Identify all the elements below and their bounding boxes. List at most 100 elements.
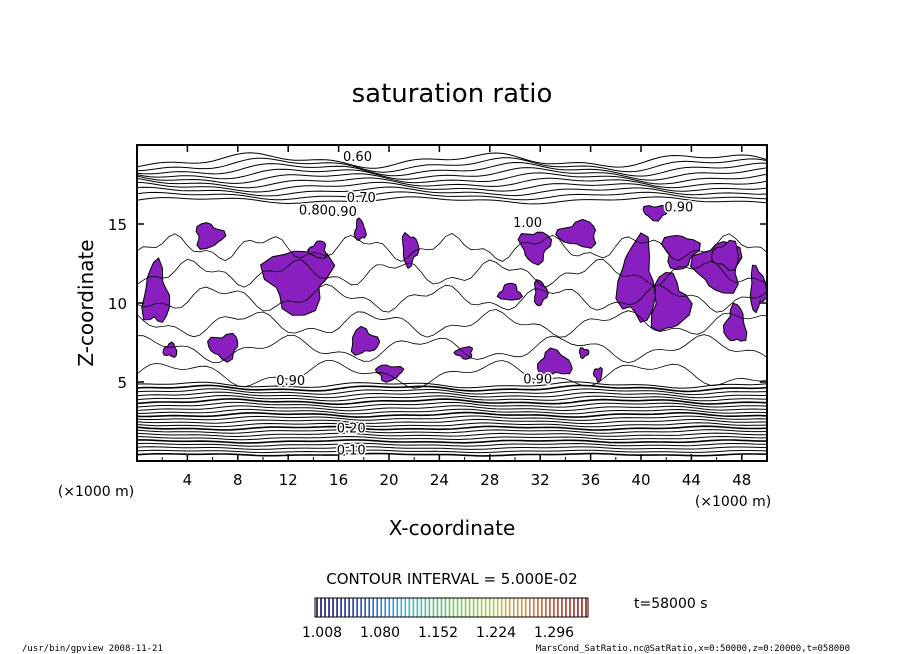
z-tick-label: 10 [108, 295, 127, 313]
footer-source: MarsCond_SatRatio.nc@SatRatio,x=0:50000,… [536, 644, 850, 654]
contour-line-lower [137, 442, 767, 447]
contour-label: 0.10 [337, 444, 366, 459]
supersaturated-region [353, 217, 367, 241]
contour-line-upper [137, 157, 767, 173]
colorbar: 1.008 1.080 1.152 1.224 1.296 [302, 597, 589, 641]
supersaturated-region [749, 264, 767, 314]
supersaturated-region [650, 271, 693, 332]
contour-line-lower [137, 411, 767, 418]
contour-interval-text: CONTOUR INTERVAL = 5.000E-02 [326, 570, 577, 588]
contour-label: 0.80 [299, 204, 328, 219]
contour-line-mid [137, 283, 767, 313]
colorbar-tick-label: 1.224 [476, 625, 516, 641]
contour-line-mid [137, 360, 767, 389]
x-tick-label: 24 [430, 471, 449, 489]
supersaturated-regions [141, 204, 767, 383]
contour-line-lower [137, 452, 767, 457]
x-tick-label: 12 [279, 471, 298, 489]
contour-line-lower [137, 415, 767, 421]
supersaturated-region [162, 341, 178, 358]
contour-label: 0.60 [343, 150, 372, 165]
supersaturated-region [401, 231, 420, 270]
contour-line-mid [137, 258, 767, 288]
contour-line-mid [137, 233, 767, 262]
contour-line-upper [137, 196, 767, 205]
contour-line-lower [137, 446, 767, 450]
chart-title: saturation ratio [352, 79, 553, 109]
contour-label: 0.90 [328, 205, 357, 220]
x-tick-label: 48 [732, 471, 751, 489]
contour-label: 0.90 [276, 374, 305, 389]
colorbar-tick-label: 1.152 [418, 625, 458, 641]
contour-line-lower [137, 425, 767, 431]
supersaturated-region [350, 325, 381, 356]
x-axis-label: X-coordinate [389, 516, 516, 540]
contour-label: 1.00 [513, 216, 542, 231]
contour-line-upper [137, 152, 767, 169]
contour-line-lower [137, 394, 767, 402]
x-tick-label: 36 [581, 471, 600, 489]
colorbar-stripes [315, 598, 588, 617]
contour-line-lower [137, 418, 767, 425]
x-tick-label: 44 [682, 471, 701, 489]
contour-line-upper [137, 172, 767, 185]
contour-line-lower [137, 405, 767, 412]
y-axis-label: Z-coordinate [74, 239, 98, 366]
plot-area: 0.600.700.80 0.901.000.900.90 0.900.200.10… [108, 144, 768, 489]
x-tick-label: 32 [531, 471, 550, 489]
z-tick-label: 15 [108, 216, 127, 234]
contour-line-lower [137, 439, 767, 444]
colorbar-frame [314, 597, 589, 618]
contour-line-lower [137, 384, 767, 393]
contour-line-lower [137, 408, 767, 415]
contour-line-lower [137, 388, 767, 396]
contour-line-upper [137, 186, 767, 197]
z-axis-ticks: 5 10 15 [108, 216, 767, 392]
x-tick-label: 16 [329, 471, 348, 489]
contour-line-lower [137, 435, 767, 441]
footer-program-date: /usr/bin/gpview 2008-11-21 [22, 644, 163, 654]
supersaturated-region [615, 232, 657, 323]
contour-line-lower [137, 398, 767, 406]
contour-line-lower [137, 449, 767, 454]
contour-label: 0.70 [347, 191, 376, 206]
supersaturated-region [642, 204, 669, 222]
x-tick-label: 4 [183, 471, 193, 489]
supersaturated-region [722, 302, 748, 342]
x-tick-label: 40 [631, 471, 650, 489]
x-tick-label: 8 [233, 471, 243, 489]
contour-label: 0.90 [664, 200, 693, 215]
contour-line-lower [137, 432, 767, 438]
contour-line-upper [137, 181, 767, 193]
z-unit-label: (×1000 m) [58, 484, 134, 500]
contour-labels: 0.600.700.80 0.901.000.900.90 0.900.200.10 [275, 148, 695, 460]
contour-line-lower [137, 422, 767, 428]
x-unit-label: (×1000 m) [695, 494, 771, 510]
contour-line-upper [137, 161, 767, 177]
supersaturated-region [307, 240, 328, 260]
contour-line-upper [137, 177, 767, 189]
z-tick-label: 5 [117, 374, 127, 392]
colorbar-tick-label: 1.296 [534, 625, 574, 641]
contour-label: 0.90 [523, 373, 552, 388]
contour-line-lower [137, 391, 767, 399]
supersaturated-region [579, 347, 590, 360]
colorbar-tick-label: 1.008 [302, 625, 342, 641]
supersaturated-region [555, 218, 597, 249]
colorbar-tick-labels: 1.008 1.080 1.152 1.224 1.296 [302, 625, 574, 641]
supersaturated-region [533, 279, 549, 307]
time-label: t=58000 s [634, 596, 708, 612]
supersaturated-region [537, 347, 573, 377]
colorbar-tick-label: 1.080 [360, 625, 400, 641]
x-axis-ticks: 4 8 12 16 20 24 28 32 36 40 44 48 [161, 145, 751, 489]
supersaturated-region [711, 239, 740, 272]
contour-lines [137, 152, 767, 457]
contour-line-lower [137, 429, 767, 434]
contour-label: 0.20 [337, 422, 366, 437]
contour-line-upper [137, 167, 767, 181]
contour-line-lower [137, 401, 767, 409]
supersaturated-region [195, 222, 227, 250]
contour-line-mid [137, 334, 767, 364]
x-tick-label: 20 [379, 471, 398, 489]
